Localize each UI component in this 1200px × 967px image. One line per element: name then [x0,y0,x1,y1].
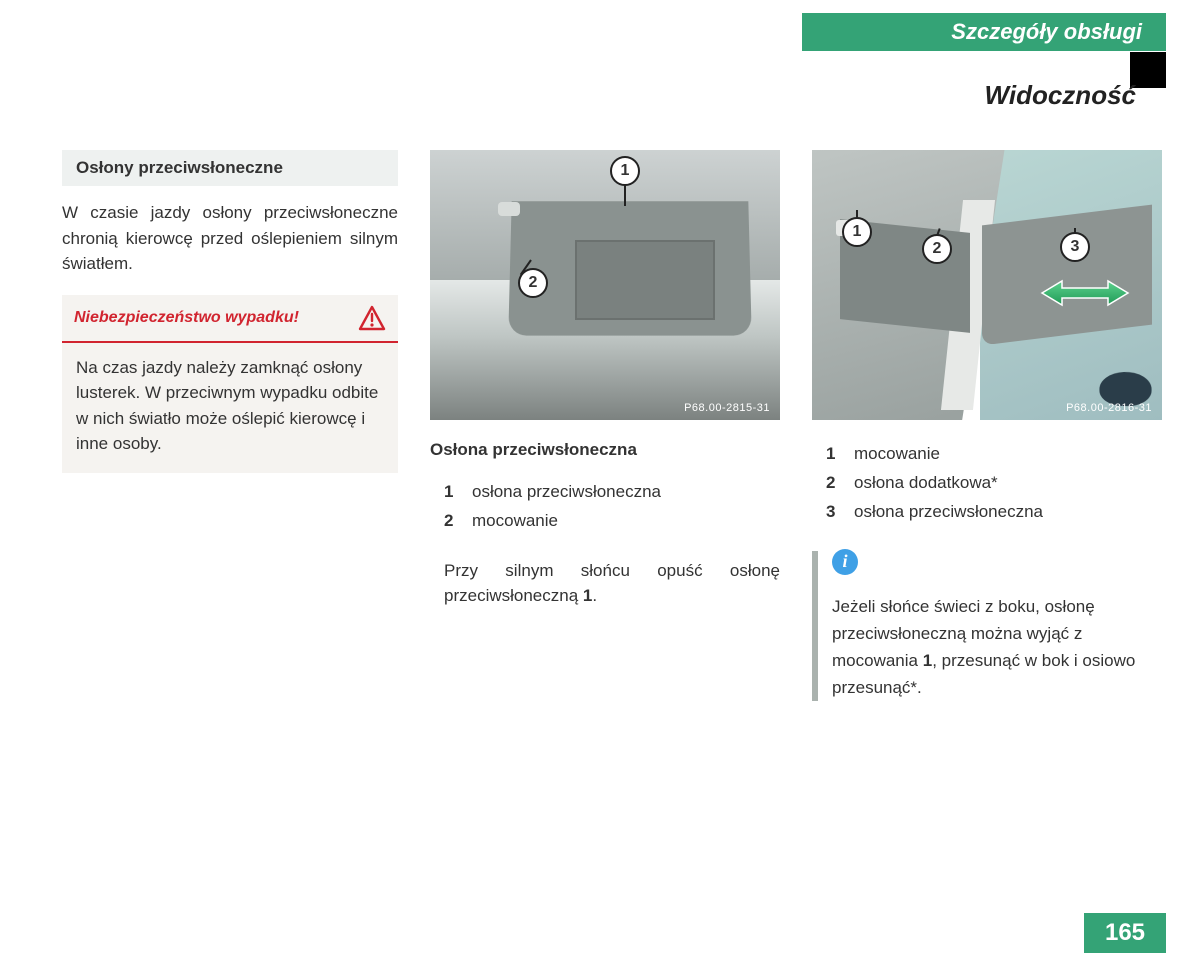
warning-triangle-icon [358,305,386,331]
legend-num: 2 [444,507,458,536]
callout-1: 1 [842,217,872,247]
info-text: Jeżeli słońce świeci z boku, osłonę prze… [832,593,1162,702]
legend-num: 1 [826,440,840,469]
legend-row: 3 osłona przeciwsłoneczna [826,498,1162,527]
slide-arrow-icon [1040,278,1130,308]
legend-num: 3 [826,498,840,527]
page-number: 165 [1084,913,1166,953]
callout-2: 2 [518,268,548,298]
legend-text: mocowanie [854,440,940,469]
instruction-text: Przy silnym słońcu opuść osłonę przeciws… [444,558,780,609]
figure-legend: 1 osłona przeciwsłoneczna 2 mocowanie [444,478,780,536]
intro-paragraph: W czasie jazdy osłony przeciwsłoneczne c… [62,200,398,277]
section-title: Widoczność [985,80,1136,111]
callout-2: 2 [922,234,952,264]
warning-header: Niebezpieczeństwo wypadku! [62,295,398,343]
figure-id: P68.00-2815-31 [684,402,770,414]
callout-1: 1 [610,156,640,186]
legend-row: 1 mocowanie [826,440,1162,469]
info-icon: i [832,549,858,575]
legend-text: osłona przeciwsłoneczna [854,498,1043,527]
subsection-header: Osłony przeciwsłoneczne [62,150,398,186]
legend-num: 1 [444,478,458,507]
figure-legend: 1 mocowanie 2 osłona dodatkowa* 3 osłona… [826,440,1162,527]
figure-sun-visor-side: 1 2 3 P68.00-2816-31 [812,150,1162,420]
info-block: i Jeżeli słońce świeci z boku, osłonę pr… [812,549,1162,702]
legend-row: 1 osłona przeciwsłoneczna [444,478,780,507]
warning-body: Na czas jazdy należy zamknąć osłony lust… [62,343,398,473]
chapter-header: Szczegóły obsługi [802,13,1166,51]
column-left: Osłony przeciwsłoneczne W czasie jazdy o… [62,150,398,701]
warning-box: Niebezpieczeństwo wypadku! Na czas jazdy… [62,295,398,473]
legend-text: mocowanie [472,507,558,536]
column-middle: 1 2 P68.00-2815-31 Osłona przeciwsłonecz… [430,150,780,701]
legend-text: osłona przeciwsłoneczna [472,478,661,507]
warning-title: Niebezpieczeństwo wypadku! [74,309,299,327]
legend-text: osłona dodatkowa* [854,469,998,498]
column-right: 1 2 3 P68.00-2816-31 1 mocowanie [812,150,1162,701]
legend-row: 2 mocowanie [444,507,780,536]
figure-sun-visor-front: 1 2 P68.00-2815-31 [430,150,780,420]
figure-id: P68.00-2816-31 [1066,402,1152,414]
callout-3: 3 [1060,232,1090,262]
legend-num: 2 [826,469,840,498]
page-content: Osłony przeciwsłoneczne W czasie jazdy o… [62,150,1162,701]
info-sidebar [812,551,818,702]
legend-row: 2 osłona dodatkowa* [826,469,1162,498]
figure-caption: Osłona przeciwsłoneczna [430,440,780,460]
